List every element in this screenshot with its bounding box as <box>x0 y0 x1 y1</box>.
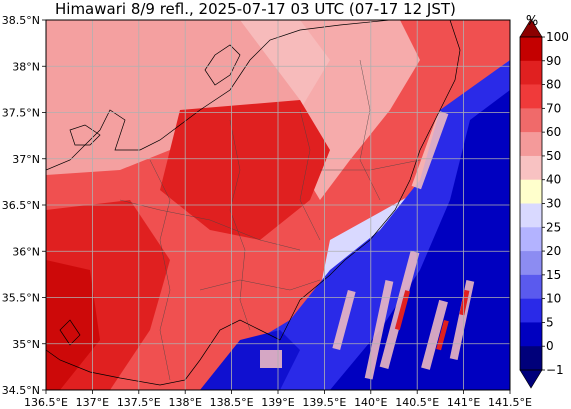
colorbar-unit: % <box>526 14 538 29</box>
x-tick-label: 140°E <box>354 396 387 409</box>
colorbar-label: 60 <box>546 125 561 139</box>
convective-cores <box>394 289 470 351</box>
x-tick-label: 139.5°E <box>302 396 346 409</box>
convective-streaks <box>260 110 475 380</box>
colorbar-label: −1 <box>546 363 564 377</box>
x-tick-label: 136.5°E <box>24 396 68 409</box>
colorbar-label: 90 <box>546 54 561 68</box>
y-tick-label: 36.5°N <box>2 199 40 212</box>
colorbar-band <box>520 251 542 276</box>
y-tick-label: 37.5°N <box>2 107 40 120</box>
colorbar-band <box>520 179 542 204</box>
colorbar-label: 50 <box>546 149 561 163</box>
clear-sky-ocean-deep <box>200 330 300 390</box>
prefecture-borders <box>119 59 421 381</box>
colorbar-label: 5 <box>546 315 554 329</box>
colorbar-band <box>520 132 542 157</box>
y-tick-label: 35.5°N <box>2 292 40 305</box>
colorbar-label: 10 <box>546 292 561 306</box>
colorbar-label: 25 <box>546 220 561 234</box>
x-tick-label: 138.5°E <box>210 396 254 409</box>
x-tick-label: 137°E <box>76 396 109 409</box>
colorbar-band <box>520 203 542 228</box>
colorbar-band <box>520 108 542 133</box>
colorbar-label: 40 <box>546 173 561 187</box>
colorbar-band <box>520 155 542 181</box>
y-tick-label: 34.5°N <box>2 384 40 397</box>
colorbar-band <box>520 60 542 85</box>
colorbar-band <box>520 274 542 299</box>
coastlines <box>46 20 461 386</box>
y-tick-label: 38°N <box>12 60 40 73</box>
colorbar-band <box>520 84 542 109</box>
y-tick-label: 38.5°N <box>2 14 40 27</box>
x-tick-label: 139°E <box>261 396 294 409</box>
map-title: Himawari 8/9 refl., 2025-07-17 03 UTC (0… <box>55 0 456 18</box>
colorbar-band <box>520 227 542 252</box>
colorbar-label: 0 <box>546 339 554 353</box>
latitude-axis: 38.5°N 38°N 37.5°N 37°N 36.5°N 36°N 35.5°N 35°N… <box>2 14 46 397</box>
graticule <box>46 20 510 390</box>
y-tick-label: 35°N <box>12 338 40 351</box>
colorbar-band <box>520 322 542 347</box>
x-tick-label: 140.5°E <box>395 396 439 409</box>
colorbar-label: 20 <box>546 244 561 258</box>
x-tick-label: 137.5°E <box>117 396 161 409</box>
y-tick-label: 37°N <box>12 153 40 166</box>
colorbar-label: 15 <box>546 268 561 282</box>
colorbar-label: 100 <box>546 30 569 44</box>
colorbar-label: 30 <box>546 197 561 211</box>
colorbar-label: 80 <box>546 78 561 92</box>
colorbar-band <box>520 298 542 323</box>
y-tick-label: 36°N <box>12 245 40 258</box>
x-tick-label: 138°E <box>168 396 201 409</box>
cloud-band-light <box>46 20 330 175</box>
cloud-band-light <box>240 20 420 200</box>
x-tick-label: 141°E <box>447 396 480 409</box>
colorbar-label: 70 <box>546 101 561 115</box>
longitude-axis: 136.5°E 137°E 137.5°E 138°E 138.5°E 139°E 139.… <box>24 390 532 409</box>
colorbar-band <box>520 37 542 62</box>
colorbar-extend-min <box>519 369 543 389</box>
x-tick-label: 141.5°E <box>488 396 532 409</box>
colorbar-band <box>520 346 542 371</box>
